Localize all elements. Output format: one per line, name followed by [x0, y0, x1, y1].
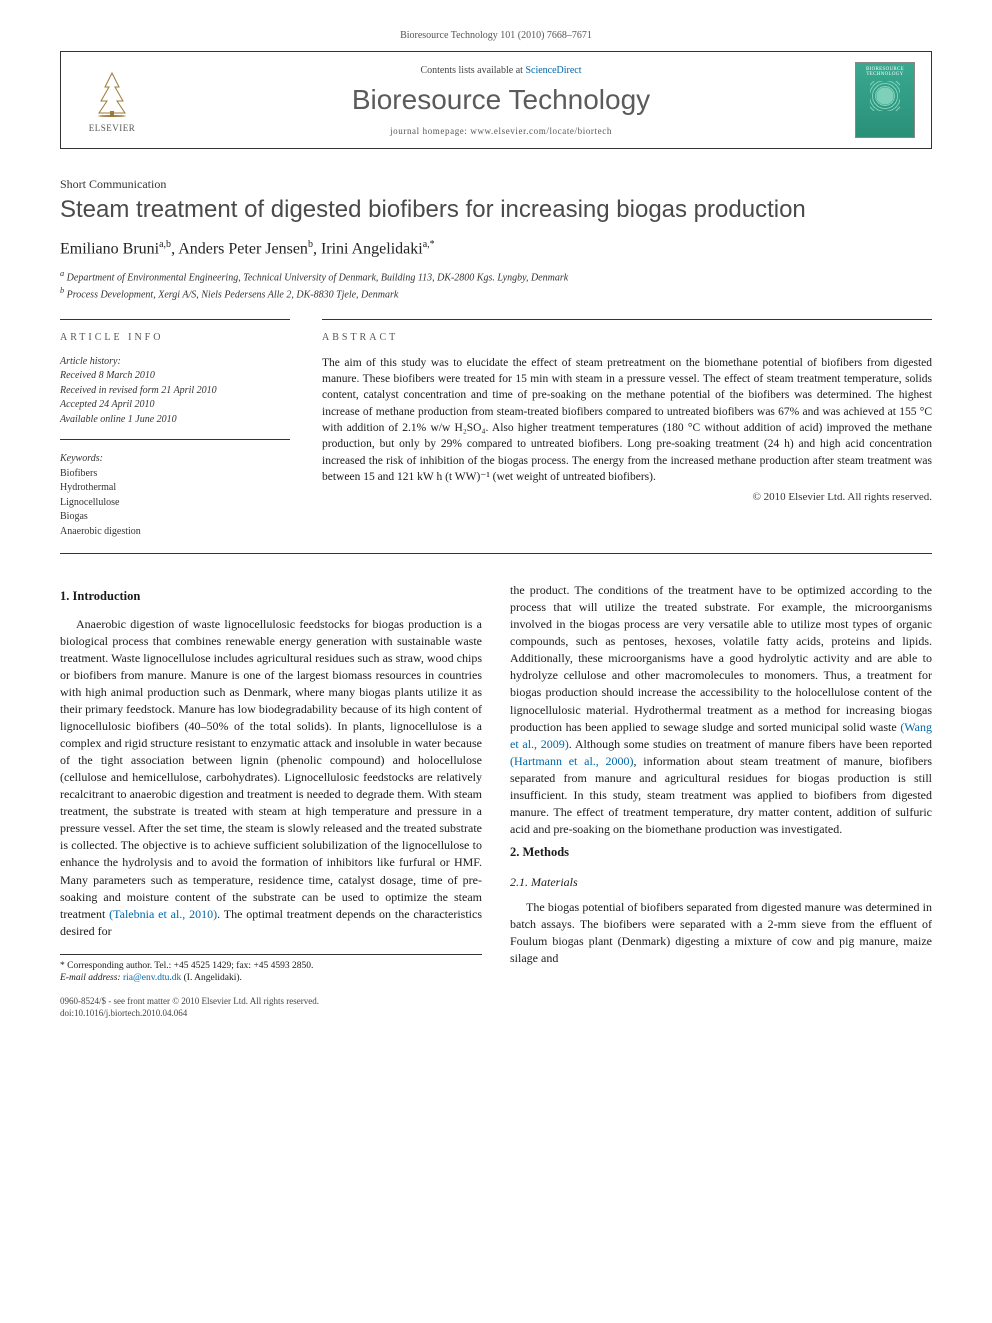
body-text: Anaerobic digestion of waste lignocellul…: [60, 617, 482, 921]
subsection-heading-materials: 2.1. Materials: [510, 874, 932, 891]
doi-line: doi:10.1016/j.biortech.2010.04.064: [60, 1007, 482, 1019]
abstract-text: The aim of this study was to elucidate t…: [322, 355, 932, 486]
affiliation-item: a Department of Environmental Engineerin…: [60, 268, 932, 285]
contents-pre-text: Contents lists available at: [420, 65, 525, 76]
body-two-column: 1. Introduction Anaerobic digestion of w…: [60, 582, 932, 1019]
article-type: Short Communication: [60, 177, 932, 192]
page-container: Bioresource Technology 101 (2010) 7668–7…: [0, 0, 992, 1060]
masthead-center: Contents lists available at ScienceDirec…: [167, 65, 835, 136]
history-head: Article history:: [60, 355, 290, 370]
running-head-citation: Bioresource Technology 101 (2010) 7668–7…: [60, 30, 932, 41]
keyword-item: Lignocellulose: [60, 496, 290, 511]
keywords-head: Keywords:: [60, 452, 290, 467]
email-person: (I. Angelidaki).: [181, 973, 242, 983]
contents-available-line: Contents lists available at ScienceDirec…: [167, 65, 835, 76]
author-marks: a,*: [423, 239, 435, 250]
author-marks: a,b: [159, 239, 171, 250]
homepage-pre-text: journal homepage:: [390, 126, 470, 136]
citation-link[interactable]: (Talebnia et al., 2010): [109, 907, 217, 921]
history-line: Available online 1 June 2010: [60, 413, 290, 428]
footnote-block: * Corresponding author. Tel.: +45 4525 1…: [60, 954, 482, 986]
issn-line: 0960-8524/$ - see front matter © 2010 El…: [60, 995, 482, 1007]
article-info-column: article info Article history: Received 8…: [60, 319, 290, 540]
email-label: E-mail address:: [60, 973, 121, 983]
email-line: E-mail address: ria@env.dtu.dk (I. Angel…: [60, 972, 482, 985]
cover-graphic-icon: [870, 81, 900, 111]
journal-homepage-line: journal homepage: www.elsevier.com/locat…: [167, 126, 835, 136]
keyword-item: Anaerobic digestion: [60, 525, 290, 540]
section-heading-methods: 2. Methods: [510, 844, 932, 862]
article-info-label: article info: [60, 332, 290, 343]
author-list: Emiliano Brunia,b, Anders Peter Jensenb,…: [60, 239, 932, 258]
elsevier-logo-block: ELSEVIER: [77, 67, 147, 133]
elsevier-name: ELSEVIER: [77, 123, 147, 133]
history-line: Accepted 24 April 2010: [60, 398, 290, 413]
keywords-block: Keywords: Biofibers Hydrothermal Lignoce…: [60, 452, 290, 539]
affiliation-item: b Process Development, Xergi A/S, Niels …: [60, 285, 932, 302]
author-name: Irini Angelidaki: [321, 240, 423, 257]
cover-title-text: BIORESOURCE TECHNOLOGY: [856, 63, 914, 77]
keyword-item: Hydrothermal: [60, 481, 290, 496]
history-line: Received in revised form 21 April 2010: [60, 384, 290, 399]
sciencedirect-link[interactable]: ScienceDirect: [525, 65, 581, 76]
article-history-block: Article history: Received 8 March 2010 R…: [60, 355, 290, 441]
masthead-bar: ELSEVIER Contents lists available at Sci…: [60, 51, 932, 149]
elsevier-tree-icon: [87, 67, 137, 117]
body-column-right: the product. The conditions of the treat…: [510, 582, 932, 1019]
section-heading-introduction: 1. Introduction: [60, 588, 482, 606]
body-paragraph: the product. The conditions of the treat…: [510, 582, 932, 837]
history-line: Received 8 March 2010: [60, 369, 290, 384]
footer-issn-doi: 0960-8524/$ - see front matter © 2010 El…: [60, 995, 482, 1019]
corresponding-author-line: * Corresponding author. Tel.: +45 4525 1…: [60, 960, 482, 973]
email-link[interactable]: ria@env.dtu.dk: [123, 973, 181, 983]
affiliation-text: Department of Environmental Engineering,…: [67, 272, 569, 283]
author-marks: b: [308, 239, 313, 250]
info-abstract-row: article info Article history: Received 8…: [60, 319, 932, 540]
journal-name: Bioresource Technology: [167, 84, 835, 116]
author-name: Emiliano Bruni: [60, 240, 159, 257]
body-text: the product. The conditions of the treat…: [510, 583, 932, 733]
abstract-label: abstract: [322, 332, 932, 343]
homepage-url[interactable]: www.elsevier.com/locate/biortech: [470, 126, 612, 136]
keyword-item: Biogas: [60, 510, 290, 525]
abstract-copyright: © 2010 Elsevier Ltd. All rights reserved…: [322, 491, 932, 503]
article-title: Steam treatment of digested biofibers fo…: [60, 196, 932, 225]
keyword-item: Biofibers: [60, 467, 290, 482]
body-paragraph: Anaerobic digestion of waste lignocellul…: [60, 616, 482, 940]
affiliation-list: a Department of Environmental Engineerin…: [60, 268, 932, 303]
affiliation-text: Process Development, Xergi A/S, Niels Pe…: [67, 290, 399, 301]
citation-link[interactable]: (Hartmann et al., 2000): [510, 754, 634, 768]
info-bottom-rule: [60, 553, 932, 554]
author-name: Anders Peter Jensen: [178, 240, 308, 257]
body-column-left: 1. Introduction Anaerobic digestion of w…: [60, 582, 482, 1019]
abstract-column: abstract The aim of this study was to el…: [322, 319, 932, 540]
body-text: . Although some studies on treatment of …: [569, 737, 932, 751]
body-paragraph: The biogas potential of biofibers separa…: [510, 899, 932, 967]
journal-cover-thumbnail: BIORESOURCE TECHNOLOGY: [855, 62, 915, 138]
